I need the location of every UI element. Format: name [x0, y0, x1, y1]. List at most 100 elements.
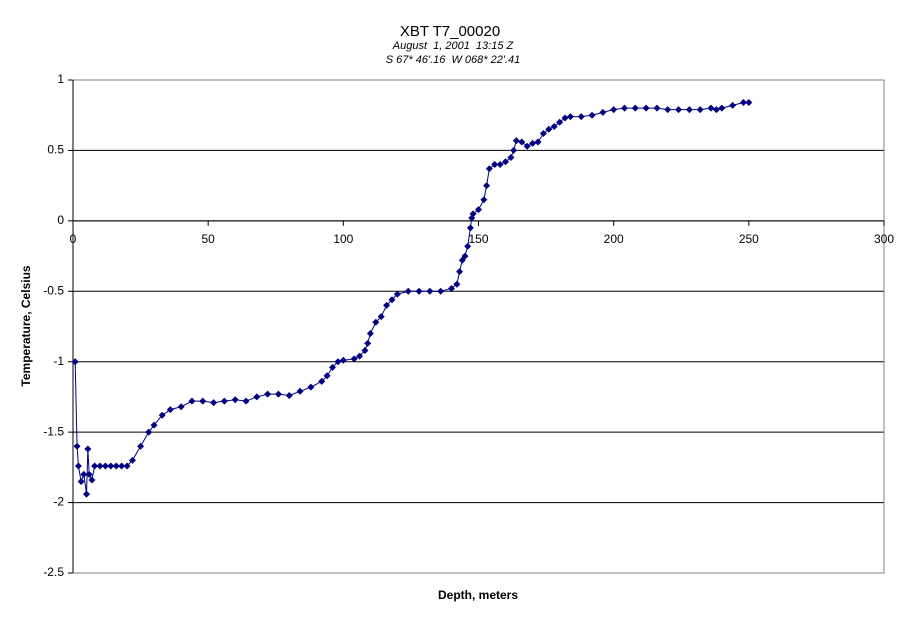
data-point: [285, 392, 293, 400]
data-point: [123, 462, 131, 470]
data-point: [453, 280, 461, 288]
y-tick-label: -1.5: [43, 424, 64, 438]
data-point: [466, 224, 474, 232]
data-point: [274, 390, 282, 398]
data-point: [307, 383, 315, 391]
data-point: [166, 406, 174, 414]
x-tick-label: 200: [604, 232, 624, 246]
data-point: [188, 397, 196, 405]
data-point: [231, 396, 239, 404]
data-point: [518, 138, 526, 146]
data-point: [510, 146, 518, 154]
y-tick-label: 0: [57, 213, 64, 227]
data-point: [523, 142, 531, 150]
data-point: [242, 397, 250, 405]
x-tick-label: 100: [333, 232, 353, 246]
data-point: [107, 462, 115, 470]
data-point: [334, 358, 342, 366]
data-point: [502, 158, 510, 166]
x-axis-title: Depth, meters: [438, 588, 518, 602]
data-point: [447, 284, 455, 292]
data-point: [199, 397, 207, 405]
data-point: [480, 196, 488, 204]
data-point: [71, 358, 79, 366]
data-point: [566, 113, 574, 121]
data-point: [339, 356, 347, 364]
data-point: [364, 339, 372, 347]
data-point: [534, 138, 542, 146]
data-point: [545, 125, 553, 133]
data-point: [91, 462, 99, 470]
y-tick-label: 0.5: [47, 143, 64, 157]
data-point: [366, 330, 374, 338]
x-tick-label: 0: [70, 232, 77, 246]
data-point: [712, 106, 720, 114]
x-tick-label: 250: [739, 232, 759, 246]
data-point: [745, 99, 753, 107]
data-point: [696, 106, 704, 114]
data-point: [158, 411, 166, 419]
data-point: [653, 104, 661, 112]
data-point: [707, 104, 715, 112]
data-point: [550, 122, 558, 130]
data-point: [361, 346, 369, 354]
data-point: [620, 104, 628, 112]
data-point: [496, 161, 504, 169]
data-point: [220, 397, 228, 405]
chart-title: XBT T7_00020: [400, 23, 500, 40]
data-point: [372, 318, 380, 326]
data-point: [475, 206, 482, 214]
data-point: [539, 130, 547, 138]
x-tick-label: 300: [874, 232, 894, 246]
data-point: [426, 287, 434, 295]
data-point: [718, 104, 726, 112]
data-point: [729, 101, 737, 109]
data-point: [128, 456, 136, 464]
data-point: [685, 106, 693, 114]
data-point: [112, 462, 120, 470]
data-point: [388, 296, 396, 304]
data-point: [588, 111, 596, 119]
data-point: [356, 352, 364, 360]
data-point: [415, 287, 423, 295]
data-point: [556, 118, 564, 126]
data-point: [404, 287, 412, 295]
data-point: [118, 462, 126, 470]
data-point: [469, 210, 477, 218]
data-point: [85, 470, 93, 478]
data-point: [253, 393, 261, 401]
data-point: [456, 268, 464, 276]
data-point: [83, 490, 91, 498]
data-point: [73, 442, 81, 450]
data-point: [664, 106, 672, 114]
data-point: [210, 399, 218, 407]
data-point: [84, 445, 92, 453]
data-point: [264, 390, 272, 398]
y-tick-label: -1: [53, 354, 64, 368]
data-point: [485, 165, 493, 173]
data-point: [483, 182, 491, 190]
data-point: [101, 462, 109, 470]
data-point: [675, 106, 683, 114]
y-tick-label: 1: [57, 72, 64, 86]
chart-subtitle: S 67* 46'.16 W 068* 22'.41: [386, 54, 520, 66]
y-tick-label: -2.5: [43, 565, 64, 579]
data-point: [599, 108, 607, 116]
data-point: [137, 442, 145, 450]
data-point: [296, 387, 304, 395]
data-point: [561, 114, 569, 122]
data-point: [529, 139, 537, 147]
data-point: [350, 355, 358, 363]
data-point: [74, 462, 82, 470]
y-axis-title: Temperature, Celsius: [19, 265, 33, 386]
data-point: [461, 252, 469, 260]
data-point: [88, 476, 96, 484]
data-point: [96, 462, 104, 470]
x-tick-label: 50: [201, 232, 215, 246]
data-point: [577, 113, 585, 121]
plot-border: [72, 79, 885, 574]
data-point: [318, 377, 326, 385]
data-point: [512, 137, 520, 145]
